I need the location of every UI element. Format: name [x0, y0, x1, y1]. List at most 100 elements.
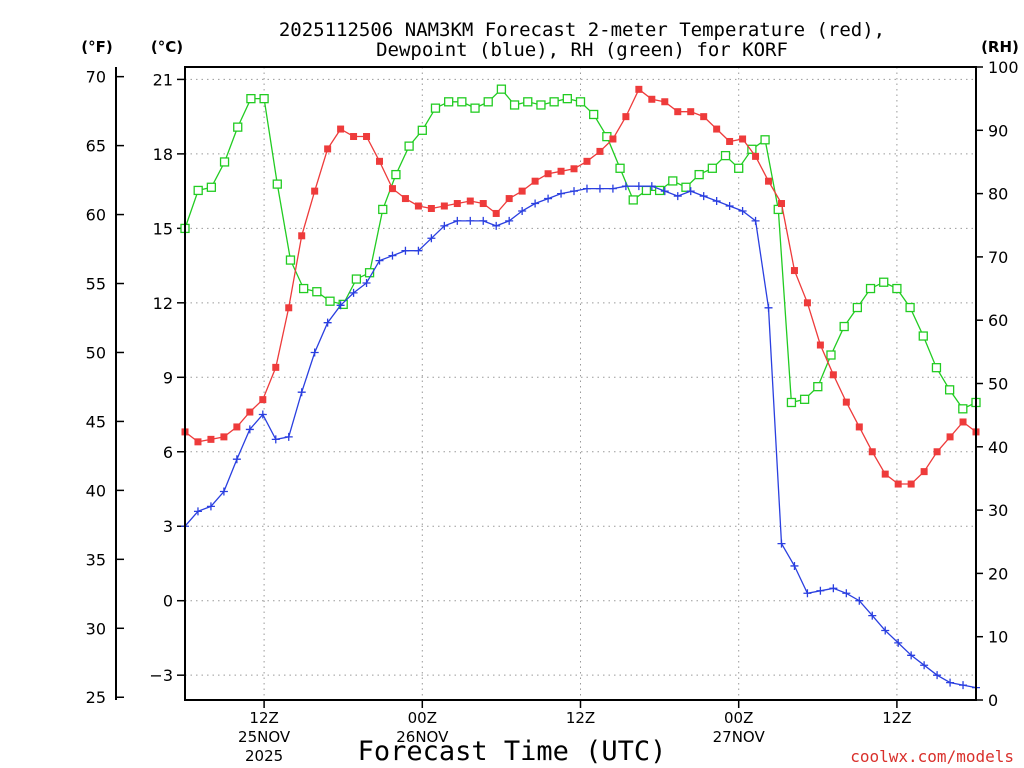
- temperature-point: [376, 157, 384, 165]
- rh-point: [351, 274, 362, 284]
- celsius-tick-label: 12: [153, 294, 173, 313]
- rh-point: [430, 103, 441, 113]
- temperature-point: [453, 200, 461, 208]
- temperature-point: [661, 98, 669, 106]
- temperature-point: [765, 177, 773, 185]
- fahrenheit-tick-label: 55: [86, 275, 106, 294]
- temperature-point: [518, 187, 526, 195]
- rh-tick-label: 50: [988, 375, 1008, 394]
- temperature-point: [816, 341, 824, 349]
- rh-point: [879, 277, 889, 287]
- temperature-point: [557, 167, 565, 175]
- series-line-dewpoint: [184, 185, 977, 689]
- temperature-point: [933, 448, 941, 456]
- dewpoint-point: [193, 507, 202, 516]
- dewpoint-point: [206, 502, 215, 511]
- dewpoint-point: [764, 303, 773, 312]
- temperature-point: [427, 204, 435, 212]
- rh-point: [865, 283, 876, 294]
- celsius-tick-label: 15: [153, 219, 173, 238]
- dewpoint-point: [907, 651, 916, 660]
- dewpoint-point: [946, 678, 955, 687]
- rh-point: [444, 97, 454, 107]
- x-tick-sublabel: 27NOV: [713, 728, 766, 746]
- dewpoint-point: [323, 318, 332, 327]
- rh-unit-label: (RH): [981, 38, 1019, 56]
- dewpoint-point: [842, 589, 851, 598]
- rh-point: [681, 182, 691, 192]
- dewpoint-point: [284, 432, 293, 441]
- fahrenheit-tick-label: 35: [86, 550, 106, 569]
- dewpoint-point: [855, 596, 864, 605]
- x-tick-sublabel: 2025: [245, 747, 283, 765]
- rh-point: [707, 163, 717, 173]
- dewpoint-point: [479, 216, 488, 225]
- rh-point: [206, 182, 217, 192]
- dewpoint-point: [401, 246, 410, 255]
- rh-point: [852, 302, 862, 313]
- series-layer: [180, 84, 981, 692]
- rh-point: [720, 150, 731, 161]
- temperature-point: [259, 396, 267, 404]
- rh-point: [826, 350, 836, 360]
- dewpoint-point: [933, 671, 942, 680]
- dewpoint-point: [738, 206, 747, 215]
- dewpoint-point: [647, 182, 656, 191]
- celsius-tick-label: 0: [163, 592, 173, 611]
- rh-point: [298, 283, 309, 294]
- temperature-point: [388, 185, 396, 193]
- rh-point: [628, 195, 638, 205]
- temperature-point: [401, 195, 409, 203]
- temperature-point: [920, 468, 928, 476]
- temperature-point: [440, 202, 448, 210]
- temperature-point: [207, 435, 215, 443]
- dewpoint-point: [621, 182, 630, 191]
- temperature-point: [752, 152, 760, 160]
- title-line-2: Dewpoint (blue), RH (green) for KORF: [376, 39, 788, 61]
- x-tick-sublabel: 26NOV: [396, 728, 449, 746]
- dewpoint-point: [310, 348, 319, 357]
- celsius-tick-label: −3: [149, 666, 173, 685]
- title-line-1: 2025112506 NAM3KM Forecast 2-meter Tempe…: [279, 19, 885, 41]
- rh-point: [786, 397, 797, 408]
- fahrenheit-tick-label: 40: [86, 481, 106, 500]
- temperature-point: [285, 304, 293, 312]
- series-line-temperature: [184, 88, 977, 485]
- rh-point: [892, 283, 902, 294]
- temperature-point: [596, 147, 604, 155]
- rh-point: [246, 94, 256, 104]
- series-dewpoint: [181, 182, 980, 692]
- temperature-point: [363, 133, 371, 141]
- dewpoint-point: [790, 561, 799, 570]
- rh-point: [944, 385, 955, 395]
- dewpoint-point: [777, 539, 786, 548]
- dewpoint-point: [505, 216, 514, 225]
- dewpoint-point: [271, 435, 280, 444]
- series-rh: [180, 84, 981, 414]
- grid-lines: [185, 67, 976, 700]
- temperature-point: [648, 95, 656, 103]
- dewpoint-point: [336, 301, 345, 310]
- x-tick-label: 00Z: [724, 709, 753, 727]
- temperature-point: [479, 200, 487, 208]
- rh-point: [641, 185, 652, 196]
- rh-point: [523, 97, 533, 107]
- temperature-point: [544, 170, 552, 178]
- temperature-point: [505, 195, 513, 203]
- temperature-point: [946, 433, 954, 441]
- fahrenheit-tick-label: 45: [86, 412, 106, 431]
- temperature-point: [583, 157, 591, 165]
- temperature-point: [194, 438, 202, 446]
- celsius-tick-label: 6: [163, 443, 173, 462]
- dewpoint-point: [388, 251, 397, 260]
- x-tick-sublabel: 25NOV: [238, 728, 291, 746]
- rh-tick-label: 90: [988, 121, 1008, 140]
- dewpoint-point: [232, 455, 241, 464]
- dewpoint-point: [531, 199, 540, 208]
- dewpoint-point: [829, 584, 838, 593]
- celsius-axis: 21 18 15 12 9 6 3 0 −3: [149, 70, 185, 685]
- rh-point: [905, 302, 915, 313]
- dewpoint-point: [557, 189, 566, 198]
- dewpoint-point: [868, 611, 877, 620]
